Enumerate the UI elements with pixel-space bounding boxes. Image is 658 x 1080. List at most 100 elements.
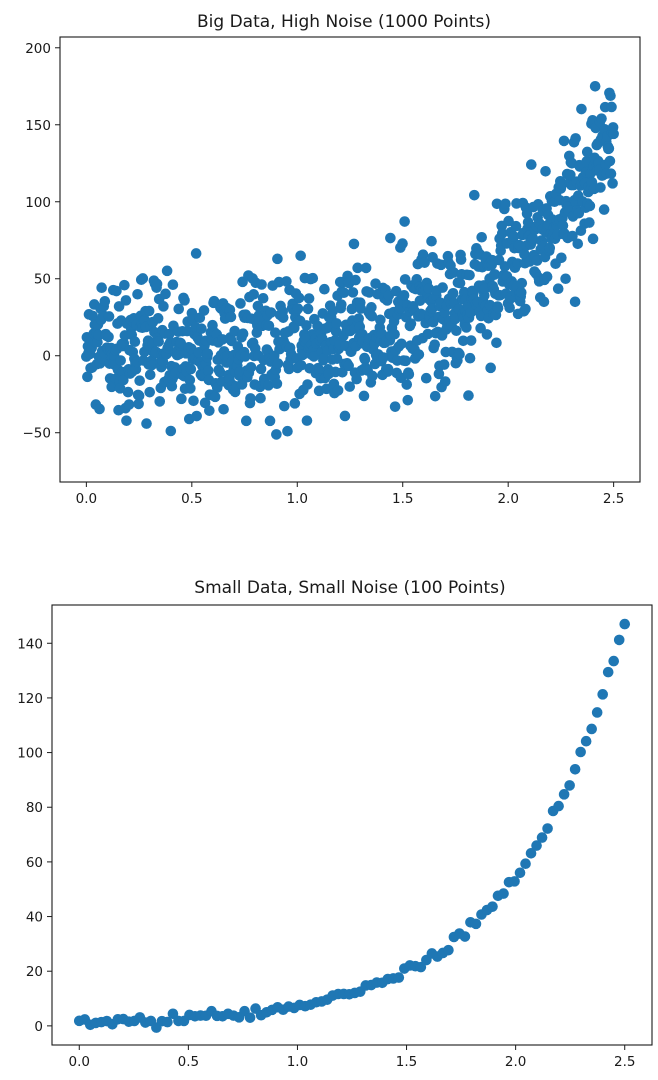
data-point xyxy=(527,232,539,244)
y-tick-label: 50 xyxy=(34,272,51,288)
data-point xyxy=(613,634,625,646)
data-point xyxy=(282,425,293,437)
data-point xyxy=(469,189,480,201)
chart-title: Small Data, Small Noise (100 Points) xyxy=(194,578,505,598)
data-point xyxy=(338,287,350,298)
y-tick-label: 80 xyxy=(26,800,43,816)
data-point xyxy=(133,390,145,402)
data-point xyxy=(235,298,246,309)
y-tick-label: 120 xyxy=(17,691,43,707)
data-point xyxy=(301,415,313,426)
data-point xyxy=(154,396,166,407)
data-point xyxy=(464,352,476,364)
data-point xyxy=(295,359,307,371)
data-point xyxy=(176,393,187,405)
data-point xyxy=(465,307,476,319)
data-point xyxy=(190,248,202,259)
data-point xyxy=(163,328,175,340)
data-point xyxy=(185,383,196,394)
data-point xyxy=(165,425,177,437)
data-point xyxy=(461,322,472,333)
data-point xyxy=(214,366,226,378)
data-point xyxy=(595,182,606,193)
data-point xyxy=(146,359,158,371)
x-tick-label: 2.5 xyxy=(614,1054,635,1070)
data-point xyxy=(463,390,474,401)
data-point xyxy=(158,301,169,312)
data-point xyxy=(455,254,467,265)
data-point xyxy=(265,307,277,318)
data-point xyxy=(465,335,477,346)
data-point xyxy=(531,840,542,851)
data-point xyxy=(491,337,502,349)
data-point xyxy=(255,392,266,404)
data-point xyxy=(558,135,570,147)
data-point xyxy=(397,238,408,249)
data-point xyxy=(332,385,344,396)
data-point xyxy=(347,287,359,298)
data-point xyxy=(389,401,401,412)
data-point xyxy=(360,262,372,274)
data-point xyxy=(591,707,603,718)
x-tick-label: 1.5 xyxy=(392,491,413,507)
data-point xyxy=(209,391,221,403)
data-point xyxy=(344,381,356,392)
data-point xyxy=(277,312,289,323)
data-point xyxy=(289,398,301,409)
data-point xyxy=(429,339,441,350)
data-point xyxy=(129,336,141,347)
data-point xyxy=(191,410,202,422)
data-point xyxy=(133,398,144,410)
data-point xyxy=(423,283,435,294)
data-point xyxy=(605,168,617,180)
data-point xyxy=(94,403,105,415)
data-point xyxy=(202,348,214,359)
data-point xyxy=(439,376,451,387)
y-tick-label: 100 xyxy=(25,195,51,211)
data-point xyxy=(508,231,520,242)
data-point xyxy=(382,363,394,375)
data-points xyxy=(73,618,631,1033)
data-point xyxy=(162,1016,173,1028)
y-tick-label: −50 xyxy=(23,426,52,442)
data-point xyxy=(245,393,256,404)
y-axis-ticks: 0 20 40 60 80 100 120 140 xyxy=(17,636,52,1035)
data-point xyxy=(489,269,501,280)
data-point xyxy=(103,311,115,322)
data-point xyxy=(271,378,283,389)
data-point xyxy=(385,232,396,244)
data-point xyxy=(584,217,595,228)
data-point xyxy=(152,313,164,324)
data-point xyxy=(339,410,351,422)
data-point xyxy=(302,303,314,315)
data-point xyxy=(602,666,614,678)
data-point xyxy=(264,415,276,427)
data-point xyxy=(605,90,616,102)
data-point xyxy=(113,301,125,312)
data-point xyxy=(271,429,282,440)
data-point xyxy=(603,143,615,154)
data-point xyxy=(196,323,207,334)
data-point xyxy=(521,208,533,219)
data-point xyxy=(598,204,610,215)
data-point xyxy=(498,888,509,899)
data-point xyxy=(558,789,570,800)
x-tick-label: 1.0 xyxy=(287,1054,308,1070)
data-point xyxy=(272,253,283,265)
data-point xyxy=(256,279,267,290)
x-tick-label: 1.0 xyxy=(287,491,308,507)
data-point xyxy=(302,379,313,390)
data-point xyxy=(570,133,581,144)
data-point xyxy=(389,329,400,340)
data-point xyxy=(607,178,618,189)
data-point xyxy=(569,296,581,308)
data-point xyxy=(378,352,389,363)
x-tick-label: 0.0 xyxy=(69,1054,90,1070)
data-point xyxy=(161,265,173,277)
data-point xyxy=(375,314,386,326)
data-point xyxy=(569,764,581,775)
data-point xyxy=(179,295,190,306)
data-point xyxy=(122,386,134,398)
data-point xyxy=(514,867,526,879)
x-tick-label: 2.0 xyxy=(505,1054,526,1070)
